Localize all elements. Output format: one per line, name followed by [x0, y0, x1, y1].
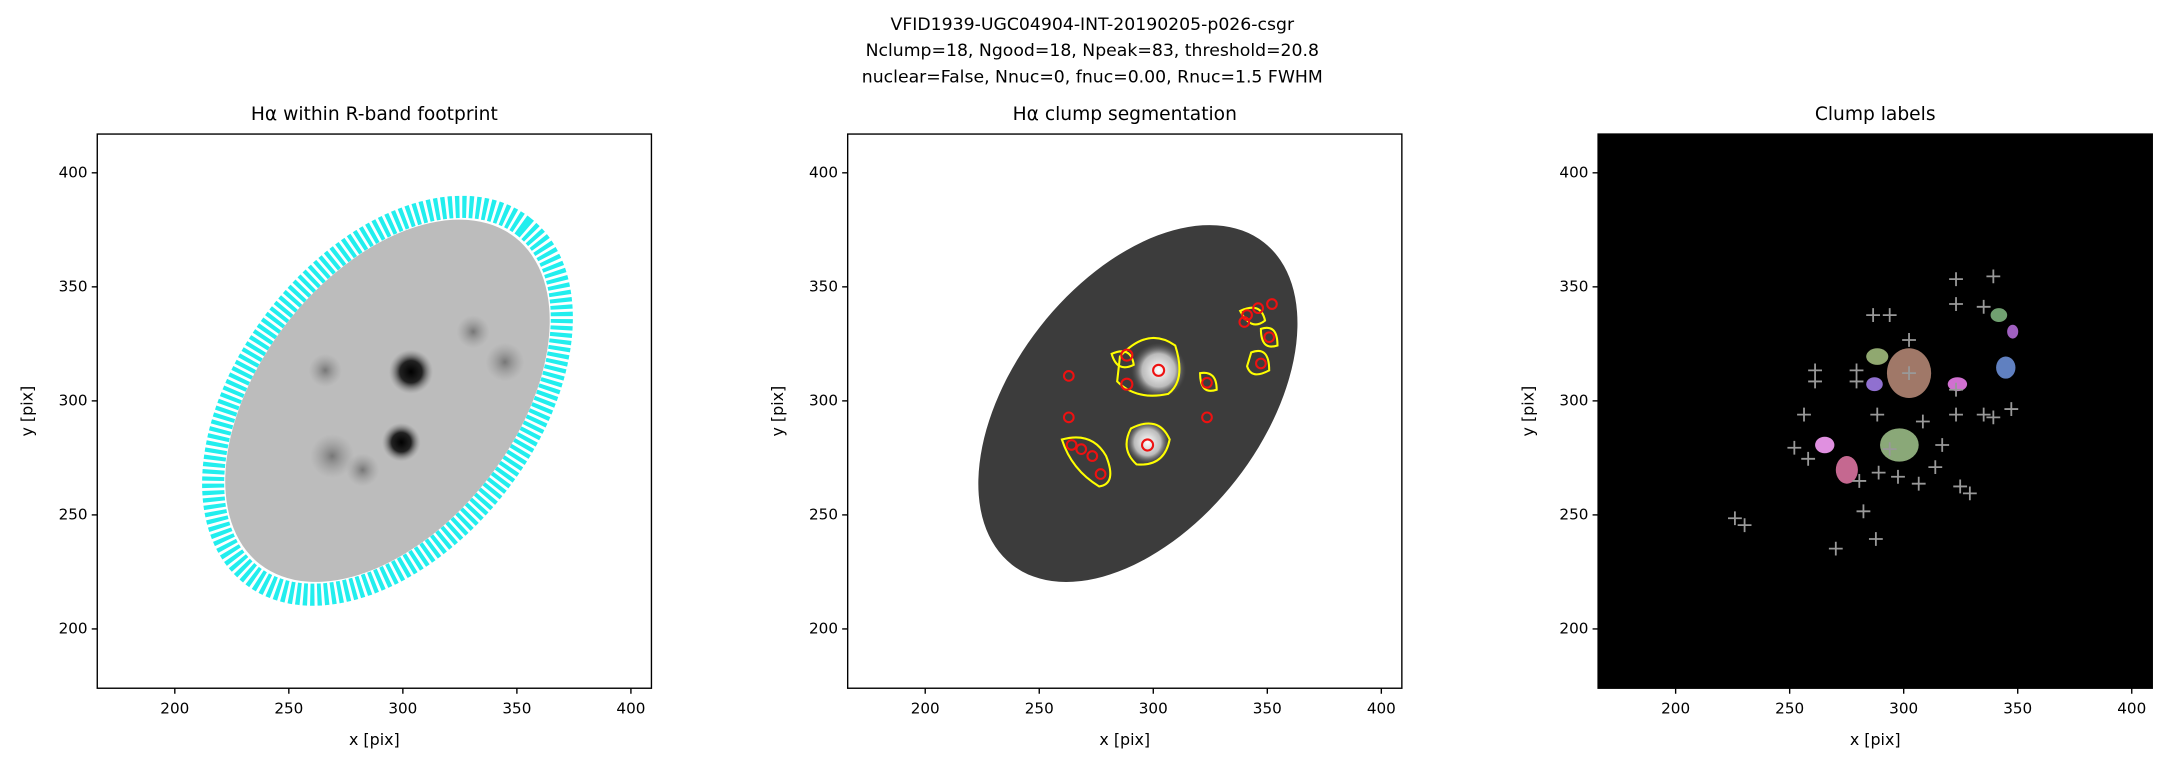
y-axis-label: y [pix]: [18, 386, 37, 437]
panel-title: Hα clump segmentation: [1013, 104, 1237, 125]
x-tick-label: 350: [2003, 699, 2032, 717]
x-tick-label: 300: [388, 699, 417, 717]
x-tick-label: 400: [1367, 699, 1396, 717]
suptitle: nuclear=False, Nnuc=0, fnuc=0.00, Rnuc=1…: [862, 67, 1323, 87]
x-axis-label: x [pix]: [1099, 730, 1150, 749]
y-tick-label: 400: [1559, 163, 1588, 181]
x-tick-label: 200: [160, 699, 189, 717]
segmentation-image: [978, 225, 1298, 582]
x-tick-label: 400: [2117, 699, 2146, 717]
y-tick-label: 300: [59, 391, 88, 409]
y-tick-label: 400: [59, 163, 88, 181]
y-axis-label: y [pix]: [1518, 386, 1537, 437]
x-tick-label: 250: [1025, 699, 1054, 717]
x-tick-label: 350: [502, 699, 531, 717]
y-tick-label: 350: [1559, 277, 1588, 295]
panel-title: Clump labels: [1815, 104, 1936, 125]
x-tick-label: 300: [1889, 699, 1918, 717]
halpha-image: [202, 195, 573, 606]
y-tick-label: 250: [1559, 505, 1588, 523]
y-axis-label: y [pix]: [768, 386, 787, 437]
x-tick-label: 250: [274, 699, 303, 717]
x-tick-label: 300: [1139, 699, 1168, 717]
panel-title: Hα within R-band footprint: [251, 104, 498, 125]
x-tick-label: 200: [911, 699, 940, 717]
axes-frame: [96, 133, 653, 689]
x-tick-label: 350: [1253, 699, 1282, 717]
suptitle: VFID1939-UGC04904-INT-20190205-p026-csgr: [891, 15, 1295, 35]
y-tick-label: 400: [809, 163, 838, 181]
y-tick-label: 200: [1559, 619, 1588, 637]
y-tick-label: 350: [809, 277, 838, 295]
x-tick-label: 250: [1775, 699, 1804, 717]
y-tick-label: 250: [809, 505, 838, 523]
y-tick-label: 300: [1559, 391, 1588, 409]
suptitle: Nclump=18, Ngood=18, Npeak=83, threshold…: [866, 41, 1319, 61]
axes-frame: [846, 133, 1403, 689]
x-tick-label: 200: [1661, 699, 1690, 717]
x-axis-label: x [pix]: [349, 730, 400, 749]
y-tick-label: 200: [809, 619, 838, 637]
labels-image: [1598, 134, 2153, 689]
x-axis-label: x [pix]: [1850, 730, 1901, 749]
y-tick-label: 350: [59, 277, 88, 295]
y-tick-label: 200: [59, 619, 88, 637]
x-tick-label: 400: [616, 699, 645, 717]
axes-frame: [1597, 133, 2153, 689]
y-tick-label: 300: [809, 391, 838, 409]
y-tick-label: 250: [59, 505, 88, 523]
